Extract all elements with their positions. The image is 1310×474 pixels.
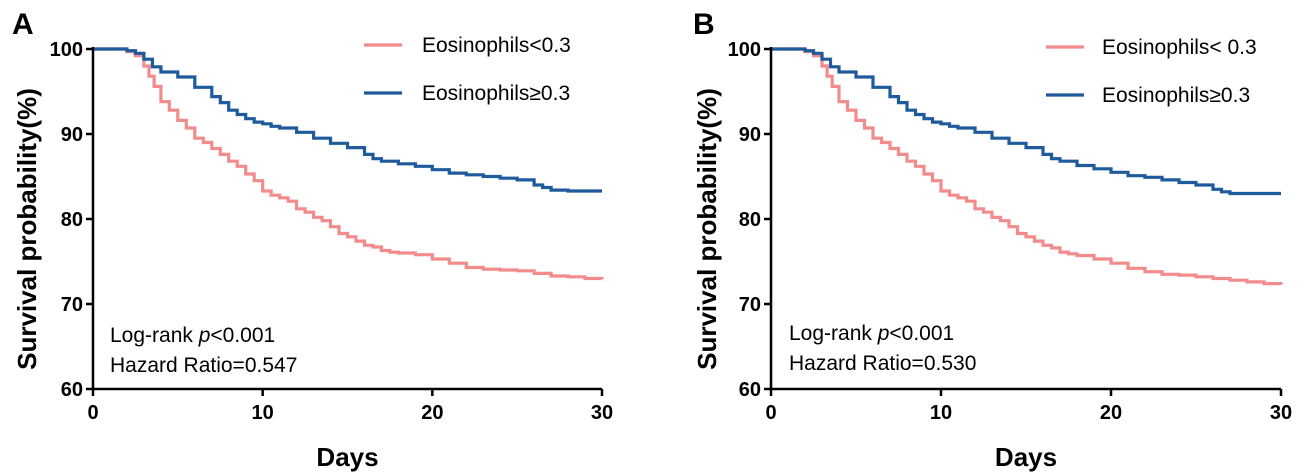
x-tick-label: 20 (421, 402, 443, 424)
x-axis-title: Days (995, 442, 1057, 472)
x-tick-label: 10 (252, 402, 274, 424)
survival-curve-low (771, 47, 1283, 286)
survival-curve-high (771, 47, 1281, 196)
survival-curve-low (93, 47, 604, 281)
y-tick-label: 70 (61, 294, 83, 316)
y-tick-label: 80 (61, 209, 83, 231)
y-tick-label: 60 (739, 379, 761, 401)
x-tick-label: 10 (930, 402, 952, 424)
panel-a: A 60 70 80 90 100 0 10 20 30 Days Survival probabil… (12, 8, 613, 472)
y-axis-title: Survival probability(%) (12, 88, 42, 370)
y-tick-label: 60 (61, 379, 83, 401)
legend-label-high: Eosinophils≥0.3 (1102, 84, 1250, 107)
x-axis-title: Days (316, 442, 378, 472)
y-tick-label: 100 (50, 39, 83, 61)
y-tick-label: 100 (728, 39, 761, 61)
x-tick-label: 30 (591, 402, 613, 424)
x-tick-label: 0 (87, 402, 98, 424)
panel-letter: B (693, 8, 715, 41)
panel-letter: A (12, 8, 34, 41)
hazard-ratio-annotation: Hazard Ratio=0.530 (789, 352, 976, 375)
y-tick-label: 90 (61, 124, 83, 146)
legend-label-high: Eosinophils≥0.3 (422, 82, 570, 105)
x-tick-label: 30 (1270, 402, 1292, 424)
y-axis-title: Survival probability(%) (692, 88, 722, 370)
y-tick-label: 90 (739, 124, 761, 146)
y-tick-label: 70 (739, 294, 761, 316)
x-tick-label: 0 (765, 402, 776, 424)
survival-curve-high (93, 47, 602, 193)
x-tick-label: 20 (1100, 402, 1122, 424)
logrank-annotation: Log-rank p<0.001 (110, 324, 275, 347)
logrank-annotation: Log-rank p<0.001 (789, 322, 954, 345)
panel-b: B 60 70 80 90 100 0 10 20 30 Days Survival probabil… (692, 8, 1292, 472)
hazard-ratio-annotation: Hazard Ratio=0.547 (110, 354, 297, 377)
legend-label-low: Eosinophils<0.3 (422, 34, 571, 57)
y-tick-label: 80 (739, 209, 761, 231)
legend-label-low: Eosinophils< 0.3 (1102, 36, 1257, 59)
